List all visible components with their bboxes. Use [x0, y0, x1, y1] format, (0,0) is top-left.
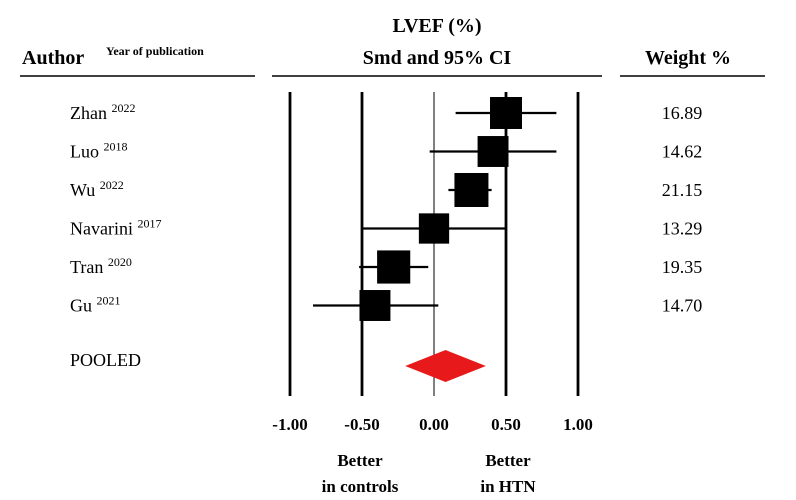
study-year: 2022	[111, 101, 135, 115]
x-tick-label-2: 0.00	[419, 415, 449, 434]
study-label-navarini: Navarini 2017	[70, 217, 161, 239]
left-annotation-line2: in controls	[322, 477, 399, 496]
study-author: Zhan	[70, 103, 111, 123]
study-author: Gu	[70, 296, 97, 316]
study-label-zhan: Zhan 2022	[70, 101, 135, 123]
study-author: Luo	[70, 142, 104, 162]
study-marker-gu	[359, 290, 391, 321]
x-tick-label-0: -1.00	[272, 415, 307, 434]
study-weight-navarini: 13.29	[662, 219, 703, 239]
pooled-label: POOLED	[70, 350, 141, 370]
x-tick-label-3: 0.50	[491, 415, 521, 434]
study-marker-tran	[377, 250, 411, 284]
study-weights: 16.89 14.62 21.15 13.29 19.35 14.70	[662, 103, 703, 316]
study-label-wu: Wu 2022	[70, 178, 124, 200]
study-year: 2018	[104, 140, 128, 154]
right-annotation-line1: Better	[485, 451, 531, 470]
study-label-tran: Tran 2020	[70, 255, 132, 277]
study-year: 2022	[100, 178, 124, 192]
study-weight-gu: 14.70	[662, 296, 703, 316]
x-axis-tick-labels: -1.00 -0.50 0.00 0.50 1.00	[272, 415, 593, 434]
confidence-intervals	[313, 111, 557, 307]
study-marker-wu	[454, 173, 489, 207]
study-labels: Zhan 2022 Luo 2018 Wu 2022 Navarini 2017 Tra…	[70, 101, 161, 316]
study-author: Wu	[70, 180, 100, 200]
study-author: Tran	[70, 257, 108, 277]
study-weight-wu: 21.15	[662, 180, 703, 200]
study-marker-zhan	[490, 97, 522, 129]
weight-header: Weight %	[645, 47, 731, 69]
study-year: 2020	[108, 255, 132, 269]
study-year: 2021	[97, 294, 121, 308]
measure-subtitle: Smd and 95% CI	[363, 47, 512, 69]
right-annotation-line2: in HTN	[480, 477, 536, 496]
x-tick-label-4: 1.00	[563, 415, 593, 434]
reference-lines	[288, 92, 580, 396]
study-weight-luo: 14.62	[662, 142, 703, 162]
study-label-luo: Luo 2018	[70, 140, 128, 162]
x-tick-label-1: -0.50	[344, 415, 379, 434]
study-weight-tran: 19.35	[662, 257, 703, 277]
study-weight-zhan: 16.89	[662, 103, 703, 123]
study-marker-navarini	[418, 213, 450, 244]
study-author: Navarini	[70, 219, 137, 239]
study-label-gu: Gu 2021	[70, 294, 121, 316]
author-header: Author	[22, 47, 84, 69]
pooled-diamond	[405, 350, 486, 382]
year-header: Year of publication	[106, 44, 204, 58]
left-annotation-line1: Better	[337, 451, 383, 470]
study-markers	[359, 97, 522, 321]
study-marker-luo	[477, 136, 509, 167]
study-year: 2017	[137, 217, 161, 231]
measure-title: LVEF (%)	[392, 15, 481, 37]
